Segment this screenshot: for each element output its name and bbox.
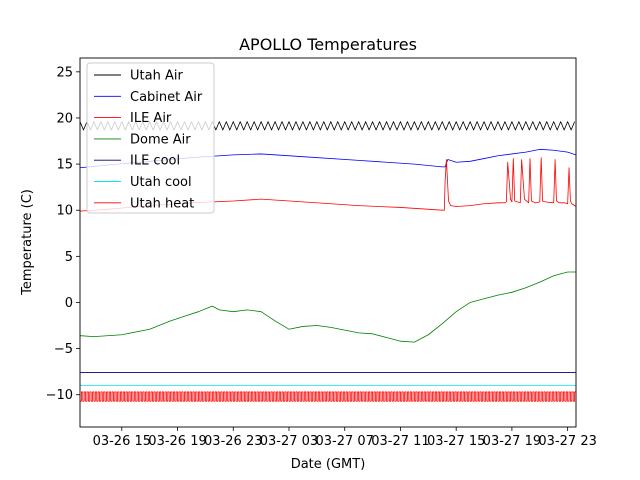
legend-label-cabinet-air: Cabinet Air bbox=[130, 90, 203, 105]
series-line-ile-air bbox=[80, 157, 576, 212]
x-tick-label: 03-27 23 bbox=[538, 434, 596, 449]
x-tick-label: 03-26 19 bbox=[148, 434, 206, 449]
y-tick-label: 10 bbox=[56, 204, 73, 219]
series-line-dome-air bbox=[80, 271, 576, 343]
x-tick-label: 03-27 15 bbox=[427, 434, 485, 449]
x-axis-label: Date (GMT) bbox=[291, 457, 366, 472]
x-tick-label: 03-27 07 bbox=[315, 434, 373, 449]
legend-box bbox=[86, 62, 215, 214]
y-tick-label: 15 bbox=[56, 158, 73, 173]
y-tick-label: 5 bbox=[65, 250, 73, 265]
chart-title: APOLLO Temperatures bbox=[239, 35, 417, 54]
y-tick-label: 25 bbox=[56, 65, 73, 80]
legend-label-ile-air: ILE Air bbox=[130, 111, 172, 126]
legend-label-utah-air: Utah Air bbox=[130, 69, 183, 84]
y-axis-label: Temperature (C) bbox=[20, 189, 35, 296]
y-axis: −10 −5 0 5 10 15 20 25 bbox=[46, 65, 80, 403]
y-tick-label: 0 bbox=[65, 296, 73, 311]
x-tick-label: 03-26 15 bbox=[93, 434, 151, 449]
legend-label-ile-cool: ILE cool bbox=[130, 154, 180, 169]
y-tick-label: −10 bbox=[46, 388, 73, 403]
x-tick-label: 03-27 11 bbox=[371, 434, 429, 449]
x-tick-label: 03-26 23 bbox=[204, 434, 262, 449]
legend: Utah Air Cabinet Air ILE Air Dome Air ILE co… bbox=[86, 62, 215, 214]
series-line-utah-heat bbox=[80, 391, 576, 402]
y-tick-label: −5 bbox=[54, 342, 73, 357]
x-tick-label: 03-27 19 bbox=[483, 434, 541, 449]
y-tick-label: 20 bbox=[56, 111, 73, 126]
plot-frame bbox=[79, 57, 577, 428]
x-tick-label: 03-27 03 bbox=[260, 434, 318, 449]
legend-label-dome-air: Dome Air bbox=[130, 132, 191, 147]
legend-label-utah-heat: Utah heat bbox=[130, 196, 194, 211]
legend-label-utah-cool: Utah cool bbox=[130, 175, 192, 190]
